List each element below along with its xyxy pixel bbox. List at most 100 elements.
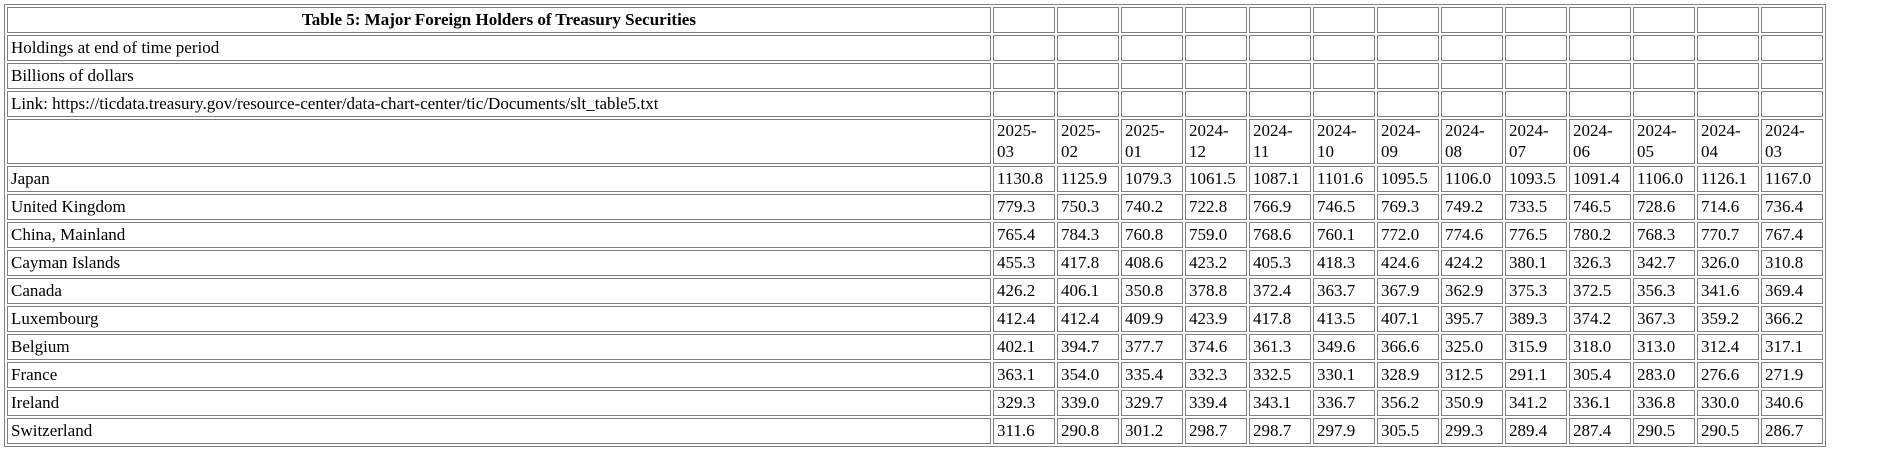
value-cell: 315.9 [1505,333,1567,360]
empty-cell [1313,63,1375,89]
date-header-cell: 2024- 04 [1697,119,1759,164]
empty-cell [993,7,1055,33]
value-cell: 332.5 [1249,361,1311,388]
value-cell: 305.4 [1569,361,1631,388]
value-cell: 335.4 [1121,361,1183,388]
country-row: Switzerland 311.6 290.8 301.2 298.7 298.7 297.… [7,417,1823,444]
value-cell: 1061.5 [1185,165,1247,192]
empty-cell [1441,35,1503,61]
value-cell: 342.7 [1633,249,1695,276]
link-text: Link: https://ticdata.treasury.gov/resou… [7,91,991,117]
empty-cell [1249,91,1311,117]
value-cell: 759.0 [1185,221,1247,248]
value-cell: 326.3 [1569,249,1631,276]
value-cell: 408.6 [1121,249,1183,276]
value-cell: 356.3 [1633,277,1695,304]
value-cell: 1079.3 [1121,165,1183,192]
country-row: Canada 426.2 406.1 350.8 378.8 372.4 363.7 367.… [7,277,1823,304]
meta-text: Holdings at end of time period [7,35,991,61]
value-cell: 1126.1 [1697,165,1759,192]
country-label-cell: France [7,361,991,388]
value-cell: 418.3 [1313,249,1375,276]
value-cell: 276.6 [1697,361,1759,388]
value-cell: 394.7 [1057,333,1119,360]
value-cell: 413.5 [1313,305,1375,332]
value-cell: 310.8 [1761,249,1823,276]
value-cell: 1106.0 [1633,165,1695,192]
country-label-cell: Belgium [7,333,991,360]
empty-cell [1569,63,1631,89]
empty-cell [1505,7,1567,33]
value-cell: 287.4 [1569,417,1631,444]
value-cell: 774.6 [1441,221,1503,248]
empty-cell [1121,91,1183,117]
value-cell: 350.8 [1121,277,1183,304]
value-cell: 329.7 [1121,389,1183,416]
value-cell: 395.7 [1441,305,1503,332]
empty-cell [1697,7,1759,33]
value-cell: 367.3 [1633,305,1695,332]
value-cell: 312.4 [1697,333,1759,360]
value-cell: 375.3 [1505,277,1567,304]
country-row: China, Mainland 765.4 784.3 760.8 759.0 768.6… [7,221,1823,248]
empty-cell [1569,7,1631,33]
country-label-cell: China, Mainland [7,221,991,248]
value-cell: 343.1 [1249,389,1311,416]
value-cell: 768.6 [1249,221,1311,248]
title-row: Table 5: Major Foreign Holders of Treasu… [7,7,1823,33]
date-header-cell: 2025- 02 [1057,119,1119,164]
value-cell: 417.8 [1249,305,1311,332]
country-label-cell: Switzerland [7,417,991,444]
empty-cell [1249,35,1311,61]
table-title: Table 5: Major Foreign Holders of Treasu… [7,7,991,33]
value-cell: 377.7 [1121,333,1183,360]
meta-row: Holdings at end of time period [7,35,1823,61]
value-cell: 760.1 [1313,221,1375,248]
value-cell: 1091.4 [1569,165,1631,192]
date-header-row: 2025- 03 2025- 02 2025- 01 2024- 12 2024- 11 2024-… [7,119,1823,164]
value-cell: 1087.1 [1249,165,1311,192]
date-header-cell: 2024- 08 [1441,119,1503,164]
empty-cell [1185,63,1247,89]
value-cell: 409.9 [1121,305,1183,332]
value-cell: 406.1 [1057,277,1119,304]
empty-cell [1249,63,1311,89]
empty-cell [1697,35,1759,61]
header-spacer-cell [7,119,991,164]
value-cell: 768.3 [1633,221,1695,248]
country-label-cell: Luxembourg [7,305,991,332]
empty-cell [1633,35,1695,61]
value-cell: 366.2 [1761,305,1823,332]
value-cell: 290.5 [1697,417,1759,444]
value-cell: 283.0 [1633,361,1695,388]
date-header-cell: 2024- 06 [1569,119,1631,164]
value-cell: 341.2 [1505,389,1567,416]
value-cell: 336.7 [1313,389,1375,416]
value-cell: 305.5 [1377,417,1439,444]
empty-cell [1313,7,1375,33]
value-cell: 298.7 [1185,417,1247,444]
value-cell: 1093.5 [1505,165,1567,192]
date-header-cell: 2025- 03 [993,119,1055,164]
value-cell: 289.4 [1505,417,1567,444]
empty-cell [1441,7,1503,33]
value-cell: 1125.9 [1057,165,1119,192]
value-cell: 372.5 [1569,277,1631,304]
date-header-cell: 2024- 03 [1761,119,1823,164]
date-header-cell: 2024- 05 [1633,119,1695,164]
value-cell: 330.0 [1697,389,1759,416]
value-cell: 359.2 [1697,305,1759,332]
empty-cell [1121,7,1183,33]
value-cell: 424.2 [1441,249,1503,276]
value-cell: 318.0 [1569,333,1631,360]
value-cell: 780.2 [1569,221,1631,248]
value-cell: 766.9 [1249,193,1311,220]
country-label-cell: Cayman Islands [7,249,991,276]
treasury-holders-table: Table 5: Major Foreign Holders of Treasu… [4,4,1826,447]
country-row: Cayman Islands 455.3 417.8 408.6 423.2 405.3 4… [7,249,1823,276]
empty-cell [1441,63,1503,89]
empty-cell [1313,35,1375,61]
value-cell: 290.5 [1633,417,1695,444]
value-cell: 336.1 [1569,389,1631,416]
